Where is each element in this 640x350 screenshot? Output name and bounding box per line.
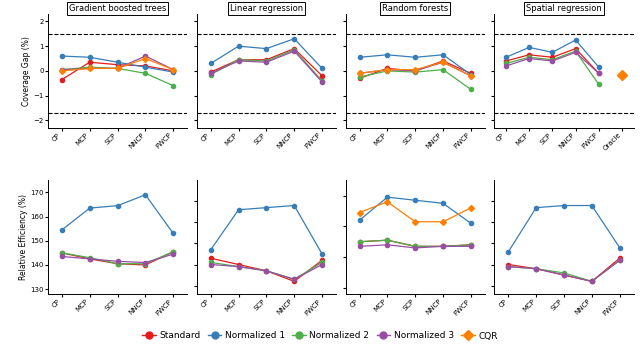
Title: Random forests: Random forests: [382, 4, 449, 13]
Title: Gradient boosted trees: Gradient boosted trees: [69, 4, 166, 13]
Title: Linear regression: Linear regression: [230, 4, 303, 13]
Y-axis label: Coverage Gap (%): Coverage Gap (%): [22, 36, 31, 106]
Y-axis label: Relative Efficiency (%): Relative Efficiency (%): [19, 194, 28, 280]
Title: Spatial regression: Spatial regression: [526, 4, 602, 13]
Legend: Standard, Normalized 1, Normalized 2, Normalized 3, CQR: Standard, Normalized 1, Normalized 2, No…: [139, 328, 501, 344]
